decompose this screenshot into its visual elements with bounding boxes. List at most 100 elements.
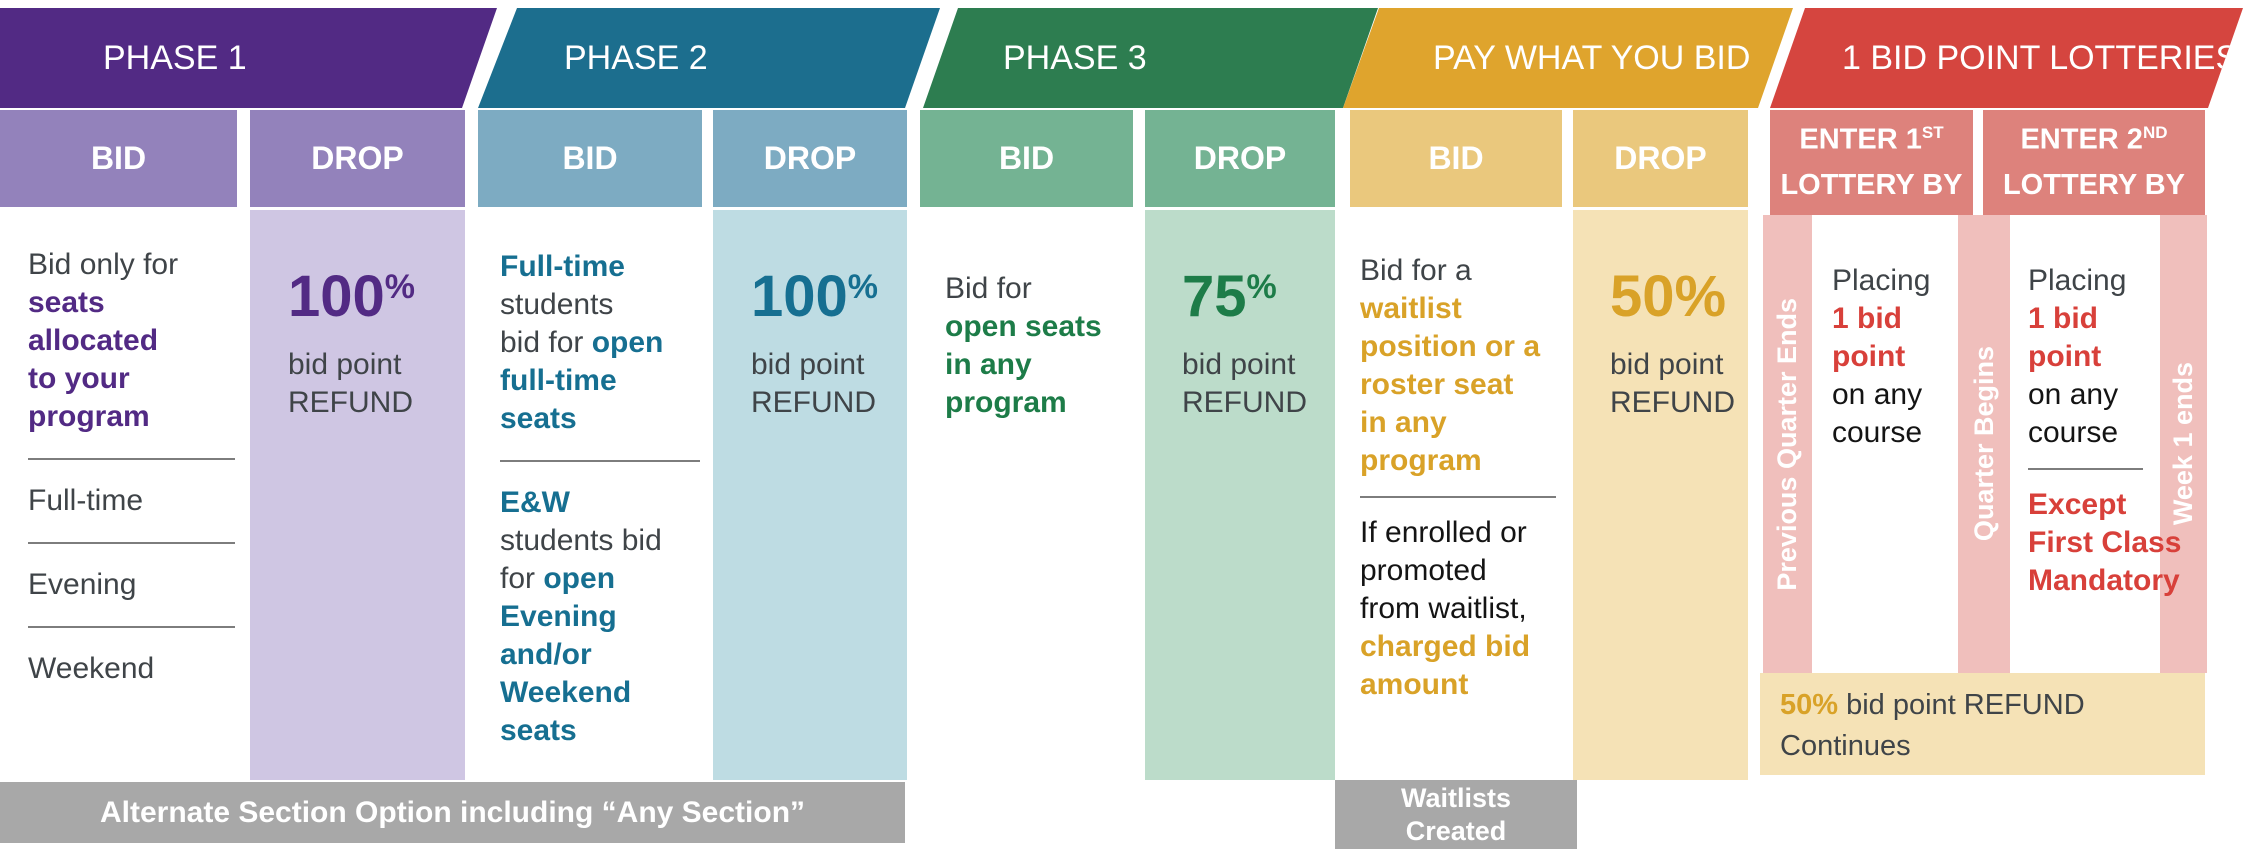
phase3-bid-line: program: [945, 386, 1067, 419]
phase1-bid-line: Bid only for: [28, 248, 179, 281]
marker-previous-quarter-ends: Previous Quarter Ends: [1763, 215, 1812, 673]
phase1-drop-bar: DROP: [250, 110, 465, 207]
phase2-bid-line: for open: [500, 562, 616, 595]
phase1-drop-line: bid point: [288, 348, 402, 381]
phase1-bid-line: Full-time: [28, 484, 144, 517]
phase2-bid-line: E&W: [500, 486, 570, 519]
pwyb-bid-line: waitlist: [1360, 292, 1462, 325]
phase1-header: PHASE 1: [0, 8, 497, 108]
divider: [1360, 496, 1556, 498]
phase1-drop-column: [250, 210, 465, 780]
enter-second-lottery-line1: ENTER 2ND: [2020, 123, 2168, 156]
pwyb-drop-line: REFUND: [1610, 386, 1735, 419]
lottery2-line: on any: [2028, 378, 2119, 411]
phase1-bid-line: to your: [28, 362, 130, 395]
phase1-bid-line: program: [28, 400, 150, 433]
lottery1-line: on any: [1832, 378, 1923, 411]
phase2-refund-percent: 100%: [751, 264, 879, 329]
pwyb-bid-line: in any: [1360, 406, 1447, 439]
phase3-bid-line: Bid for: [945, 272, 1032, 305]
phase2-drop-line: bid point: [751, 348, 865, 381]
pwyb-bid-line: roster seat: [1360, 368, 1514, 401]
lottery2-line: point: [2028, 340, 2102, 373]
phase3-bid-text: Bid for open seats in any program: [945, 270, 1145, 422]
divider: [500, 460, 700, 462]
lottery2-text: Placing 1 bid point on any course Except…: [2028, 262, 2182, 600]
phase1-bid-label: BID: [90, 140, 147, 176]
lottery1-line: Placing: [1832, 264, 1931, 297]
phase2-title: PHASE 2: [564, 38, 708, 77]
lottery2-line: First Class: [2028, 526, 2182, 559]
waitlists-created-bar: Waitlists Created: [1335, 780, 1577, 849]
phase1-drop-line: REFUND: [288, 386, 413, 419]
phase2-bid-text: Full-time students bid for open full-tim…: [500, 248, 700, 750]
pwyb-bid-line: program: [1360, 444, 1482, 477]
refund-continues-bar: 50% bid point REFUND Continues: [1760, 673, 2205, 775]
enter-second-lottery-bar: ENTER 2ND LOTTERY BY: [1983, 110, 2205, 215]
phase3-drop-bar: DROP: [1145, 110, 1335, 207]
phase3-bid-bar: BID: [920, 110, 1133, 207]
pwyb-drop-label: DROP: [1614, 140, 1707, 176]
phase3-drop-line: REFUND: [1182, 386, 1307, 419]
phase2-bid-line: students: [500, 288, 614, 321]
phase2-drop-bar: DROP: [713, 110, 907, 207]
enter-second-lottery-line2: LOTTERY BY: [2002, 168, 2186, 201]
phase1-bid-bar: BID: [0, 110, 237, 207]
lottery1-line: course: [1832, 416, 1923, 449]
phase3-header: PHASE 3: [923, 8, 1378, 108]
lottery1-text: Placing 1 bid point on any course: [1832, 262, 1958, 452]
pwyb-bid-line: amount: [1360, 668, 1469, 701]
phase2-bid-line: full-time: [500, 364, 617, 397]
phase1-title: PHASE 1: [103, 38, 247, 77]
pwyb-drop-text: 50% bid point REFUND: [1610, 268, 1735, 422]
phase2-bid-line: Weekend: [500, 676, 632, 709]
phase1-refund-percent: 100%: [288, 264, 416, 329]
lotteries-title: 1 BID POINT LOTTERIES: [1842, 38, 2239, 77]
phase3-drop-column: [1145, 210, 1335, 780]
phase1-bid-line: Weekend: [28, 652, 155, 685]
enter-first-lottery-line1: ENTER 1ST: [1799, 123, 1944, 156]
marker-week-1-ends: Week 1 ends: [2160, 215, 2207, 673]
pwyb-bid-line: position or a: [1360, 330, 1540, 363]
phase2-bid-bar: BID: [478, 110, 702, 207]
pwyb-bid-bar: BID: [1350, 110, 1562, 207]
pwyb-bid-line: charged bid: [1360, 630, 1531, 663]
phase1-drop-label: DROP: [311, 140, 404, 176]
pwyb-bid-line: Bid for a: [1360, 254, 1472, 287]
phase2-drop-label: DROP: [763, 140, 857, 176]
pwyb-bid-line: promoted: [1360, 554, 1487, 587]
enter-first-lottery-bar: ENTER 1ST LOTTERY BY: [1770, 110, 1973, 215]
lotteries-header: 1 BID POINT LOTTERIES: [1770, 8, 2243, 108]
pwyb-refund-percent: 50%: [1610, 264, 1727, 329]
phase3-bid-line: open seats: [945, 310, 1102, 343]
lottery2-line: 1 bid: [2028, 302, 2099, 335]
pwyb-drop-line: bid point: [1610, 348, 1724, 381]
pwyb-drop-column: [1573, 210, 1748, 780]
lottery2-line: course: [2028, 416, 2119, 449]
divider: [2028, 468, 2143, 470]
phase1-bid-line: Evening: [28, 568, 137, 601]
phase2-drop-line: REFUND: [751, 386, 876, 419]
pay-what-you-bid-title: PAY WHAT YOU BID: [1433, 38, 1751, 77]
divider: [28, 458, 235, 460]
pwyb-drop-bar: DROP: [1573, 110, 1748, 207]
phase2-bid-line: bid for open: [500, 326, 664, 359]
phase1-bid-line: seats: [28, 286, 105, 319]
pwyb-bid-line: from waitlist,: [1360, 592, 1527, 625]
divider: [28, 542, 235, 544]
phase3-drop-line: bid point: [1182, 348, 1296, 381]
pay-what-you-bid-header: PAY WHAT YOU BID: [1343, 8, 1793, 108]
waitlists-created-line1: Waitlists: [1400, 782, 1512, 813]
lottery2-line: Placing: [2028, 264, 2127, 297]
lottery2-line: Mandatory: [2028, 564, 2180, 597]
phase2-bid-line: seats: [500, 402, 577, 435]
phase3-refund-percent: 75%: [1182, 264, 1277, 329]
phase2-bid-label: BID: [562, 140, 618, 176]
phase2-bid-line: and/or: [500, 638, 592, 671]
alternate-section-label: Alternate Section Option including “Any …: [99, 795, 806, 829]
lottery2-line: Except: [2028, 488, 2127, 521]
divider: [28, 626, 235, 628]
phase2-header: PHASE 2: [478, 8, 940, 108]
pwyb-bid-text: Bid for a waitlist position or a roster …: [1360, 252, 1556, 704]
